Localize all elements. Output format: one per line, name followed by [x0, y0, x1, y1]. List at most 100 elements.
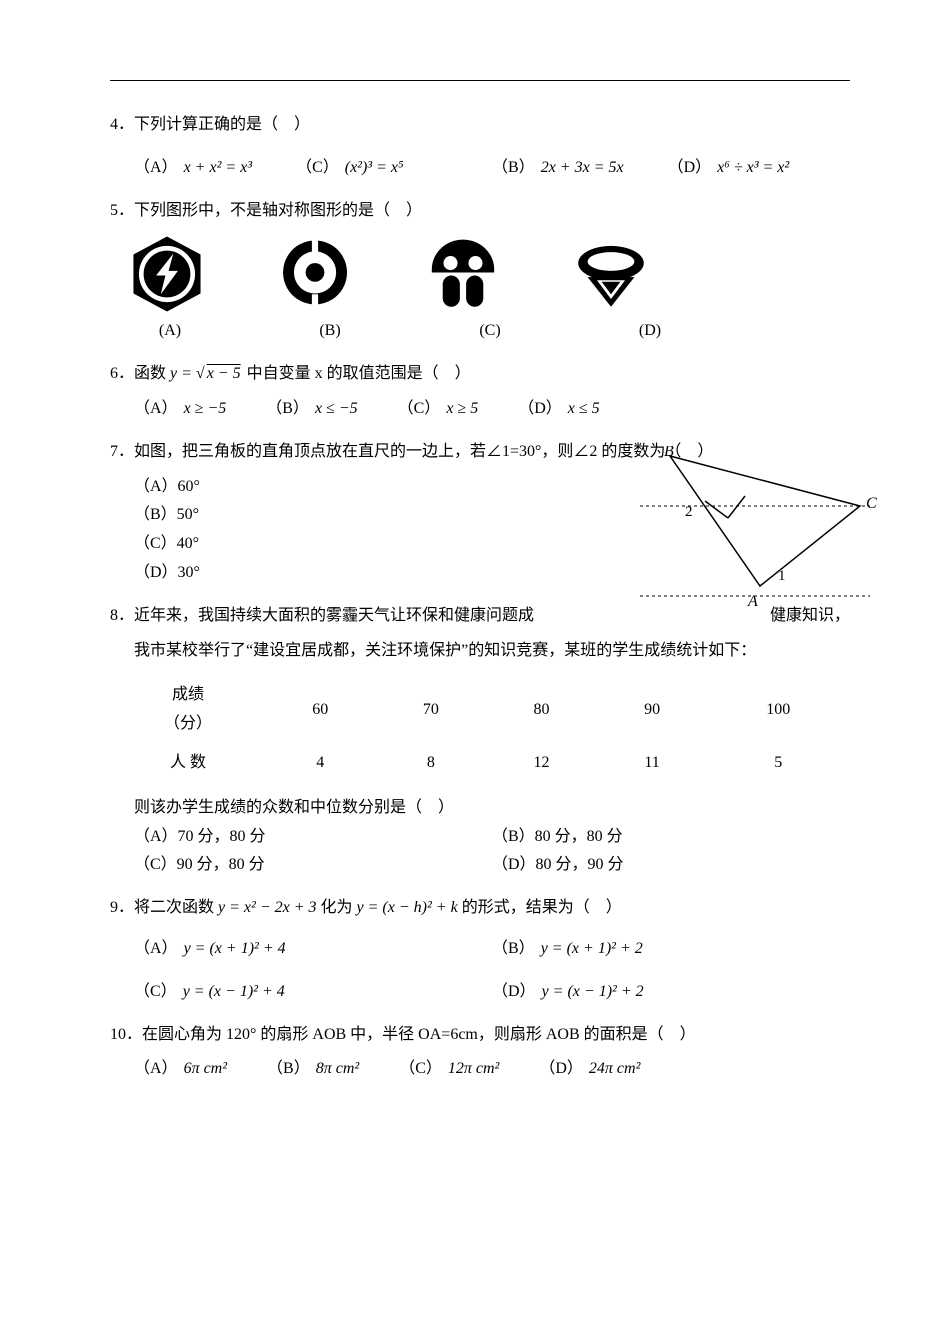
q9-post: 的形式，结果为（ ）	[462, 899, 622, 916]
q7-stem: 7．如图，把三角板的直角顶点放在直尺的一边上，若∠1=30°，则∠2 的度数为（…	[110, 443, 713, 460]
q6-c-tag: （C）	[398, 395, 441, 424]
q5-stem: 5．下列图形中，不是轴对称图形的是（ ）	[110, 202, 422, 219]
q8-opt-a: （A）70 分，80 分	[134, 823, 266, 852]
q5-label-a: (A)	[140, 317, 200, 346]
question-6: 6．函数 y = √x − 5 中自变量 x 的取值范围是（ ）	[110, 360, 850, 389]
q9-eq2: y = (x − h)² + k	[357, 899, 458, 916]
q5-label-b: (B)	[300, 317, 360, 346]
q6-a-math: x ≥ −5	[184, 395, 227, 424]
q4-d-math: x⁶ ÷ x³ = x²	[717, 154, 789, 183]
q10-stem: 10．在圆心角为 120° 的扇形 AOB 中，半径 OA=6cm，则扇形 AO…	[110, 1026, 696, 1043]
q9-c-math: y = (x − 1)² + 4	[183, 978, 285, 1007]
q10-d-tag: （D）	[539, 1055, 583, 1084]
q9-opt-d: （D）y = (x − 1)² + 2	[492, 978, 644, 1007]
q4-opt-a: （A） x + x² = x³	[134, 154, 252, 183]
q9-opt-c: （C）y = (x − 1)² + 4	[134, 978, 285, 1007]
q4-c-math: (x²)³ = x⁵	[345, 154, 404, 183]
question-4: 4．下列计算正确的是（ ）	[110, 111, 850, 140]
wreath-icon	[276, 235, 354, 313]
tbl-n2: 12	[487, 745, 596, 782]
q9-d-tag: （D）	[492, 978, 536, 1007]
q4-d-tag: （D）	[668, 154, 712, 183]
q9-c-tag: （C）	[134, 978, 177, 1007]
q6-d-math: x ≤ 5	[568, 395, 600, 424]
q5-label-d: (D)	[620, 317, 680, 346]
tbl-c4: 100	[708, 677, 848, 743]
q6-opt-d: （D）x ≤ 5	[518, 395, 599, 424]
q4-b-tag: （B）	[492, 154, 535, 183]
q9-eq1: y = x² − 2x + 3	[218, 899, 317, 916]
q8-opt-d: （D）80 分，90 分	[492, 851, 624, 880]
tbl-n0: 4	[266, 745, 375, 782]
q9-b-math: y = (x + 1)² + 2	[541, 935, 643, 964]
tbl-r2h: 人 数	[112, 745, 264, 782]
q10-opt-a: （A）6π cm²	[134, 1055, 227, 1084]
diamond-ring-icon	[572, 235, 650, 313]
question-5: 5．下列图形中，不是轴对称图形的是（ ）	[110, 197, 850, 226]
q5-labels: (A) (B) (C) (D)	[140, 317, 850, 346]
q7-fig-c: C	[866, 495, 877, 512]
tbl-r1h: 成绩	[172, 686, 204, 703]
q5-label-c: (C)	[460, 317, 520, 346]
q9-pre: 9．将二次函数	[110, 899, 218, 916]
q9-opt-a: （A）y = (x + 1)² + 4	[134, 935, 286, 964]
q10-d-math: 24π cm²	[589, 1055, 640, 1084]
q10-b-math: 8π cm²	[316, 1055, 359, 1084]
q6-pre: 6．函数	[110, 365, 170, 382]
q10-opt-c: （C）12π cm²	[399, 1055, 499, 1084]
q10-a-tag: （A）	[134, 1055, 178, 1084]
q4-opt-c: （C） (x²)³ = x⁵	[296, 154, 404, 183]
q4-opt-b: （B） 2x + 3x = 5x	[492, 154, 624, 183]
bolt-circle-icon	[128, 235, 206, 313]
q6-opt-b: （B）x ≤ −5	[266, 395, 357, 424]
q10-c-math: 12π cm²	[448, 1055, 499, 1084]
q9-a-math: y = (x + 1)² + 4	[184, 935, 286, 964]
q6-mid: 中自变量 x 的取值范围是（ ）	[247, 365, 471, 382]
q5-icons	[128, 235, 850, 313]
q6-sqrt: x − 5	[205, 365, 243, 382]
q4-a-math: x + x² = x³	[184, 154, 253, 183]
q9-mid: 化为	[321, 899, 357, 916]
tbl-c1: 70	[377, 677, 486, 743]
q8-table: 成绩 （分） 60 70 80 90 100 人 数 4 8 12 11 5	[110, 675, 850, 783]
question-7-wrap: 7．如图，把三角板的直角顶点放在直尺的一边上，若∠1=30°，则∠2 的度数为（…	[110, 438, 850, 588]
q10-b-tag: （B）	[267, 1055, 310, 1084]
q6-a-tag: （A）	[134, 395, 178, 424]
q8-stem2: 我市某校举行了“建设宜居成都，关注环境保护”的知识竞赛，某班的学生成绩统计如下：	[134, 637, 850, 666]
q7-fig-b: B	[664, 446, 674, 460]
tbl-c0: 60	[266, 677, 375, 743]
q4-b-math: 2x + 3x = 5x	[541, 154, 624, 183]
q6-b-tag: （B）	[266, 395, 309, 424]
question-10: 10．在圆心角为 120° 的扇形 AOB 中，半径 OA=6cm，则扇形 AO…	[110, 1021, 850, 1050]
q4-opt-d: （D） x⁶ ÷ x³ = x²	[668, 154, 790, 183]
q9-d-math: y = (x − 1)² + 2	[542, 978, 644, 1007]
mushroom-icon	[424, 235, 502, 313]
tbl-c3: 90	[598, 677, 707, 743]
q6-opt-c: （C）x ≥ 5	[398, 395, 479, 424]
table-row: 成绩 （分） 60 70 80 90 100	[112, 677, 848, 743]
question-9: 9．将二次函数 y = x² − 2x + 3 化为 y = (x − h)² …	[110, 894, 850, 923]
q6-b-math: x ≤ −5	[315, 395, 358, 424]
q7-fig-a: A	[747, 593, 758, 610]
q9-a-tag: （A）	[134, 935, 178, 964]
q9-opt-b: （B）y = (x + 1)² + 2	[492, 935, 643, 964]
q4-c-tag: （C）	[296, 154, 339, 183]
tbl-n1: 8	[377, 745, 486, 782]
table-row: 人 数 4 8 12 11 5	[112, 745, 848, 782]
q7-fig-1: 1	[778, 568, 786, 584]
q9-b-tag: （B）	[492, 935, 535, 964]
q10-opt-d: （D）24π cm²	[539, 1055, 640, 1084]
tbl-c2: 80	[487, 677, 596, 743]
q4-a-tag: （A）	[134, 154, 178, 183]
tbl-n4: 5	[708, 745, 848, 782]
q6-yeq: y =	[170, 365, 196, 382]
q4-stem: 4．下列计算正确的是（ ）	[110, 116, 310, 133]
q7-fig-2: 2	[685, 504, 693, 520]
q6-c-math: x ≥ 5	[446, 395, 478, 424]
q6-d-tag: （D）	[518, 395, 562, 424]
q8-opt-c: （C）90 分，80 分	[134, 851, 265, 880]
tbl-r1u: （分）	[164, 715, 212, 732]
q8-opt-b: （B）80 分，80 分	[492, 823, 623, 852]
q10-c-tag: （C）	[399, 1055, 442, 1084]
q10-opt-b: （B）8π cm²	[267, 1055, 359, 1084]
